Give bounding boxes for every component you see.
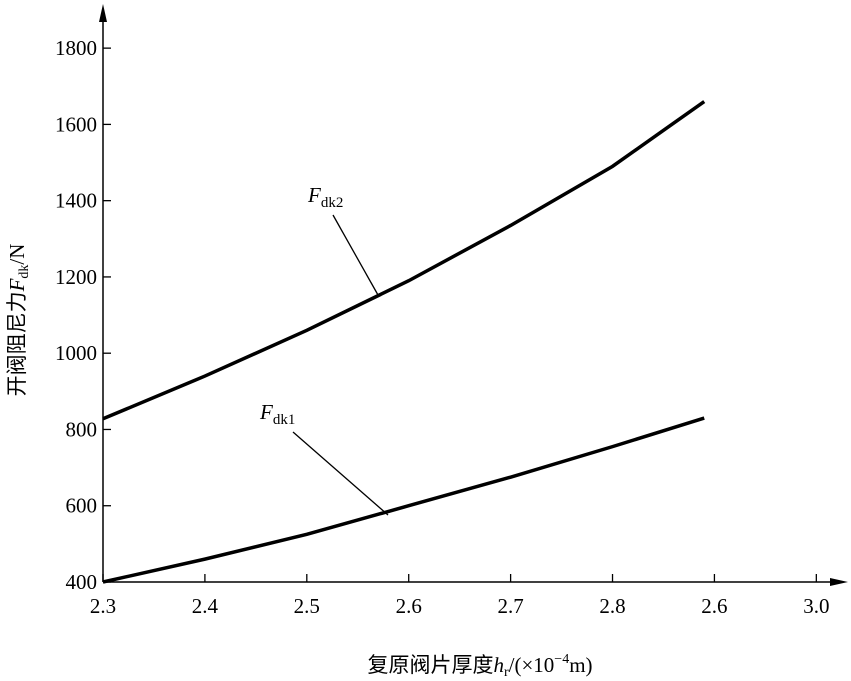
y-tick-label: 600	[66, 494, 98, 518]
annotation: Fdk2	[307, 183, 343, 211]
y-tick-label: 1400	[55, 189, 97, 213]
x-axis-arrow	[830, 578, 848, 586]
y-axis-title: 开阀阻尼力Fdk/N	[5, 244, 32, 397]
x-title-var: h	[493, 653, 504, 677]
x-axis-title: 复原阀片厚度hr/(×10−4m)	[367, 652, 592, 680]
annotation-sub: dk2	[321, 195, 344, 211]
y-title-var: F	[5, 278, 29, 292]
annotation: Fdk1	[259, 400, 295, 428]
annotation-leader	[292, 431, 389, 516]
annotation-sub: dk1	[273, 412, 296, 428]
x-tick-label: 2.3	[90, 594, 116, 618]
y-tick-label: 1800	[55, 36, 97, 60]
annotation-var: F	[307, 183, 321, 207]
x-tick-label: 3.0	[803, 594, 829, 618]
x-tick-label: 2.6	[701, 594, 727, 618]
x-tick-label: 2.6	[396, 594, 422, 618]
x-tick-label: 2.7	[497, 594, 523, 618]
x-tick-label: 2.5	[294, 594, 320, 618]
x-title-text: 复原阀片厚度	[367, 653, 493, 677]
x-title-sub: r	[504, 665, 509, 680]
y-title-text: 开阀阻尼力	[5, 291, 29, 396]
y-title-unit: /N	[5, 244, 29, 265]
x-title-unit: /(×10	[509, 653, 555, 677]
y-tick-label: 1600	[55, 112, 97, 136]
x-tick-label: 2.8	[599, 594, 625, 618]
y-tick-label: 800	[66, 417, 98, 441]
line	[102, 416, 705, 584]
x-title-exp: −4	[554, 652, 569, 667]
x-title-unit-end: m)	[569, 653, 592, 677]
y-tick-label: 1200	[55, 265, 97, 289]
y-axis-arrow	[99, 4, 107, 22]
y-tick-label: 1000	[55, 341, 97, 365]
annotation-var: F	[259, 400, 273, 424]
annotation-leader	[332, 214, 379, 296]
y-tick-label: 400	[66, 570, 98, 594]
line	[102, 100, 706, 421]
x-tick-label: 2.4	[192, 594, 219, 618]
y-title-sub: dk	[17, 265, 32, 279]
